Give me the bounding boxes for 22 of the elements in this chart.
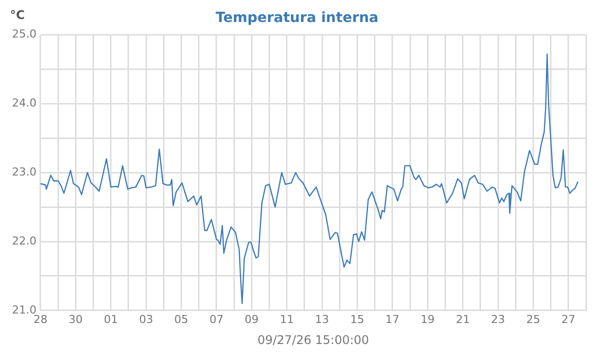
y-tick-label: 22.0 bbox=[12, 234, 36, 248]
x-tick-label: 03 bbox=[139, 312, 154, 326]
x-tick-label: 15 bbox=[350, 312, 364, 326]
x-tick-label: 05 bbox=[174, 312, 188, 326]
x-tick-label: 13 bbox=[315, 312, 330, 326]
x-tick-label: 07 bbox=[209, 312, 224, 326]
x-tick-label: 21 bbox=[456, 312, 470, 326]
y-tick-label: 25.0 bbox=[12, 28, 36, 41]
x-tick-label: 25 bbox=[526, 312, 540, 326]
y-axis-title: °C bbox=[10, 8, 25, 22]
x-axis-title: 09/27/26 15:00:00 bbox=[257, 332, 370, 347]
x-tick-label: 09 bbox=[244, 312, 259, 326]
y-tick-label: 23.0 bbox=[12, 165, 36, 178]
chart-title: Temperatura interna bbox=[216, 10, 378, 26]
x-tick-label: 23 bbox=[491, 312, 506, 326]
y-tick-label: 24.0 bbox=[12, 96, 36, 110]
x-tick-label: 27 bbox=[561, 312, 576, 326]
x-tick-label: 11 bbox=[280, 312, 294, 326]
x-tick-label: 30 bbox=[68, 312, 83, 326]
x-tick-label: 01 bbox=[104, 312, 118, 326]
x-tick-label: 17 bbox=[385, 312, 400, 326]
x-tick-label: 19 bbox=[420, 312, 435, 326]
